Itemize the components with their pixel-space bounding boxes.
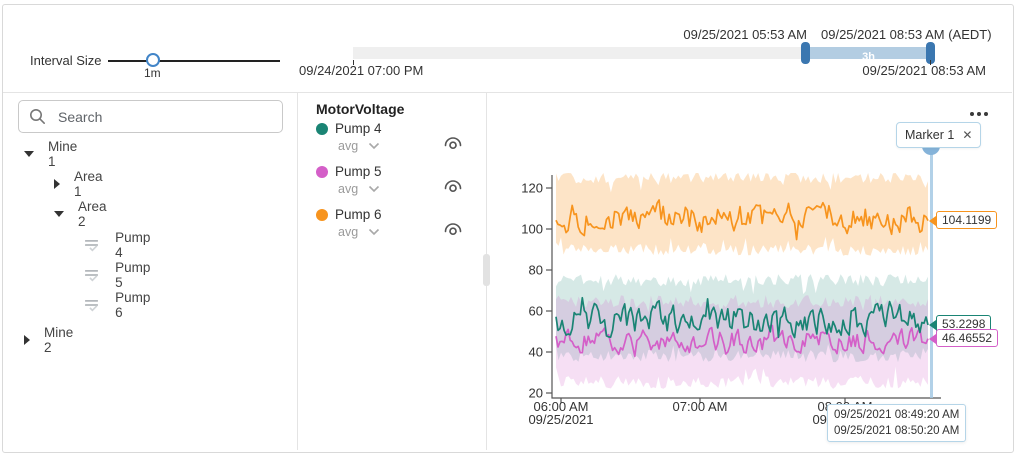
chevron-down-icon bbox=[369, 142, 380, 150]
series-line-pump-6 bbox=[555, 199, 929, 241]
caret-right-icon[interactable] bbox=[54, 179, 60, 189]
legend-item-pump5[interactable]: Pump 5 bbox=[316, 164, 382, 179]
legend-item-pump4[interactable]: Pump 4 bbox=[316, 121, 382, 136]
tree-item-label: Area 2 bbox=[78, 199, 107, 229]
timeline-start-tick bbox=[353, 60, 354, 65]
visibility-eye-button-pump6[interactable] bbox=[443, 219, 463, 241]
caret-down-icon[interactable] bbox=[24, 151, 34, 157]
aggregate-dropdown-pump4[interactable]: avg bbox=[338, 139, 380, 153]
series-color-dot bbox=[316, 165, 328, 178]
interval-slider-track[interactable] bbox=[108, 60, 280, 62]
marker-time-tooltip: 09/25/2021 08:49:20 AM 09/25/2021 08:50:… bbox=[827, 404, 967, 442]
y-axis-tick-label: 20 bbox=[529, 386, 543, 401]
marker-chip[interactable]: Marker 1 ✕ bbox=[896, 122, 982, 148]
caret-right-icon[interactable] bbox=[24, 335, 30, 345]
tree-item-label: Pump 4 bbox=[115, 230, 151, 260]
value-chip-arrow bbox=[929, 333, 936, 344]
interval-value-label: 1m bbox=[144, 66, 161, 80]
eye-icon bbox=[444, 137, 462, 150]
tooltip-line: 09/25/2021 08:49:20 AM bbox=[834, 409, 960, 421]
y-axis-tick-label: 100 bbox=[521, 222, 543, 237]
chevron-down-icon bbox=[369, 185, 380, 193]
interval-slider-handle[interactable] bbox=[146, 53, 160, 67]
signal-series-icon bbox=[85, 299, 99, 312]
series-color-dot bbox=[316, 122, 328, 135]
tree-legend-divider bbox=[297, 93, 298, 450]
tree-item-label: Mine 2 bbox=[44, 325, 74, 355]
close-icon[interactable]: ✕ bbox=[962, 128, 973, 142]
timeline-selection-start-label: 09/25/2021 05:53 AM bbox=[683, 27, 807, 42]
legend-item-pump6[interactable]: Pump 6 bbox=[316, 207, 382, 222]
band-pump-6 bbox=[556, 173, 928, 256]
timeline-range-start-label: 09/24/2021 07:00 PM bbox=[299, 63, 424, 78]
aggregate-dropdown-pump6[interactable]: avg bbox=[338, 225, 380, 239]
timeline-duration-label: 3h bbox=[862, 51, 875, 63]
tooltip-line: 09/25/2021 08:50:20 AM bbox=[834, 425, 960, 437]
series-color-dot bbox=[316, 208, 328, 221]
tree-item-label: Pump 6 bbox=[115, 290, 151, 320]
x-axis-date-label: 09/25/2021 bbox=[528, 412, 593, 427]
interval-size-label: Interval Size bbox=[30, 53, 102, 68]
legend-title: MotorVoltage bbox=[316, 101, 405, 117]
timeline-track[interactable] bbox=[353, 47, 931, 59]
chevron-down-icon bbox=[369, 228, 380, 236]
tree-item-pump-6[interactable]: Pump 6 bbox=[18, 290, 153, 320]
legend-item-label: Pump 4 bbox=[335, 121, 382, 136]
signal-series-icon bbox=[85, 269, 99, 282]
y-axis-tick-label: 40 bbox=[529, 345, 543, 360]
y-axis-tick-label: 60 bbox=[529, 304, 543, 319]
tree-item-area-1[interactable]: Area 1 bbox=[18, 169, 103, 199]
value-chip-arrow bbox=[929, 319, 936, 330]
aggregate-label: avg bbox=[338, 139, 359, 153]
legend-item-label: Pump 5 bbox=[335, 164, 382, 179]
timeline-end-tick bbox=[930, 60, 931, 65]
timeline-range-end-label: 09/25/2021 08:53 AM bbox=[862, 63, 986, 78]
visibility-eye-button-pump5[interactable] bbox=[443, 176, 463, 198]
tree-item-pump-5[interactable]: Pump 5 bbox=[18, 260, 153, 290]
aggregate-dropdown-pump5[interactable]: avg bbox=[338, 182, 380, 196]
marker-value-chip-pump-4: 53.2298 bbox=[936, 315, 992, 334]
tree-item-area-2[interactable]: Area 2 bbox=[18, 199, 107, 229]
legend-item-label: Pump 6 bbox=[335, 207, 382, 222]
timeline-handle-left[interactable] bbox=[801, 42, 810, 64]
x-axis-tick-label: 06:00 AM bbox=[534, 399, 589, 414]
panel-splitter-handle[interactable] bbox=[483, 254, 490, 286]
marker-drag-grip[interactable] bbox=[922, 146, 940, 155]
tree-item-label: Pump 5 bbox=[115, 260, 151, 290]
caret-down-icon[interactable] bbox=[54, 211, 64, 217]
aggregate-label: avg bbox=[338, 182, 359, 196]
tree-item-label: Area 1 bbox=[74, 169, 103, 199]
toolbar-divider bbox=[3, 92, 1012, 93]
chart-axes bbox=[551, 175, 941, 399]
series-line-pump-4 bbox=[555, 296, 929, 339]
band-pump-5 bbox=[556, 294, 928, 389]
tree-item-label: Mine 1 bbox=[48, 139, 78, 169]
signal-series-icon bbox=[85, 239, 99, 252]
visibility-eye-button-pump4[interactable] bbox=[443, 133, 463, 155]
marker-label: Marker 1 bbox=[905, 128, 955, 142]
eye-icon bbox=[444, 180, 462, 193]
marker-value-chip-pump-6: 104.1199 bbox=[936, 211, 998, 230]
value-chip-arrow bbox=[929, 215, 936, 226]
search-box bbox=[18, 100, 283, 133]
overflow-menu-button[interactable] bbox=[970, 112, 988, 116]
timeline-selection-end-label: 09/25/2021 08:53 AM (AEDT) bbox=[821, 27, 992, 42]
y-axis-tick-label: 80 bbox=[529, 263, 543, 278]
eye-icon bbox=[444, 223, 462, 236]
timeline-handle-right[interactable] bbox=[926, 42, 935, 64]
timeline-selection[interactable]: 3h bbox=[806, 47, 931, 63]
tree-item-pump-4[interactable]: Pump 4 bbox=[18, 230, 153, 260]
x-axis-tick-label: 07:00 AM bbox=[673, 399, 728, 414]
y-axis-tick-label: 120 bbox=[521, 181, 543, 196]
marker-value-chip-pump-5: 46.46552 bbox=[936, 329, 999, 348]
search-input[interactable] bbox=[56, 107, 272, 126]
aggregate-label: avg bbox=[338, 225, 359, 239]
search-icon bbox=[29, 108, 46, 125]
tree-item-mine-1[interactable]: Mine 1 bbox=[18, 139, 78, 169]
tree-item-mine-2[interactable]: Mine 2 bbox=[18, 325, 74, 355]
